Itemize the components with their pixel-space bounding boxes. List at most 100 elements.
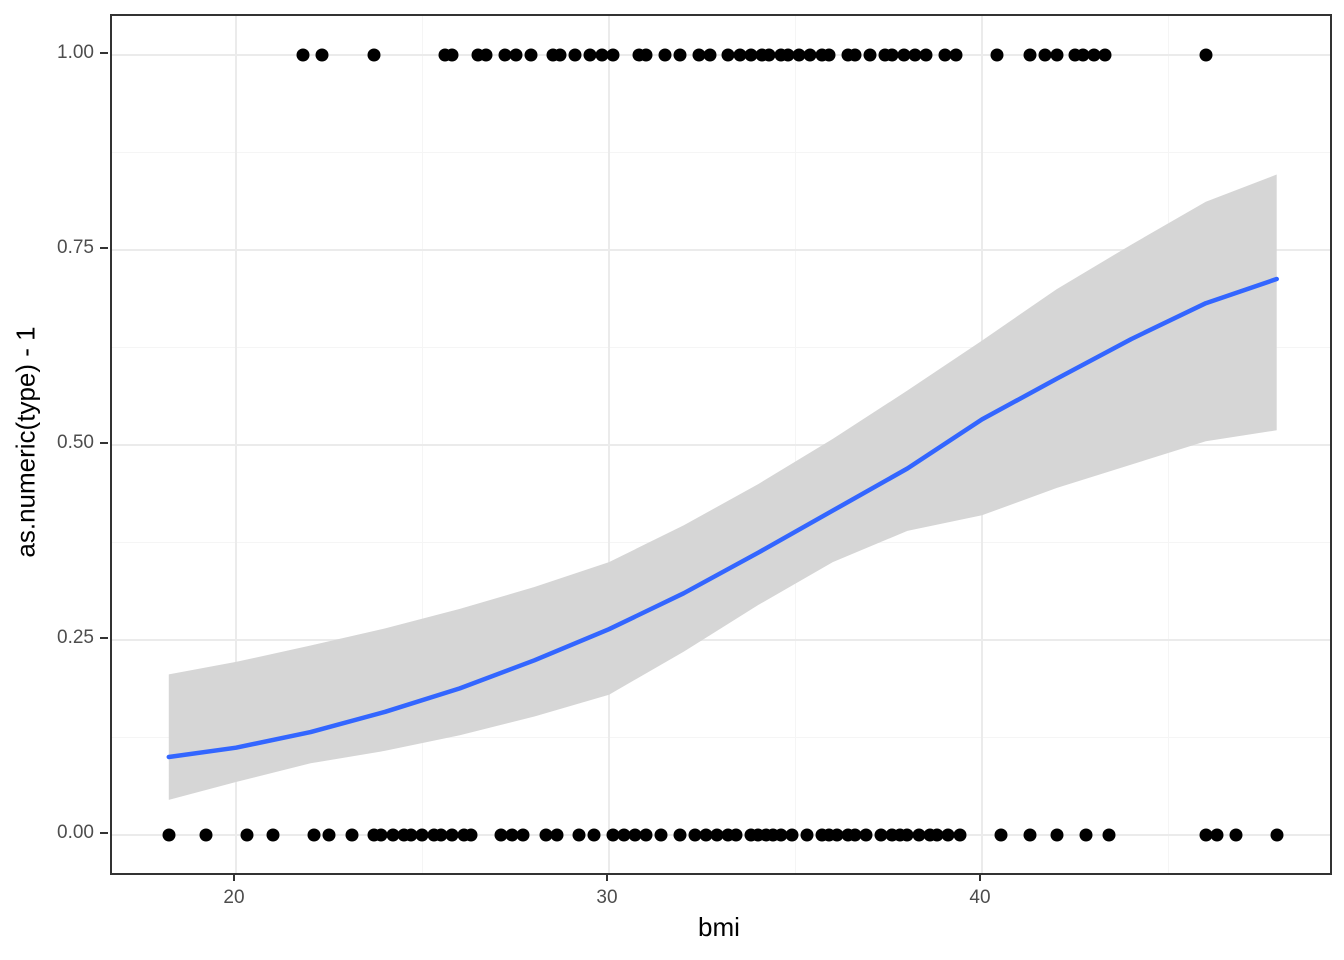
data-point [628,828,642,842]
data-point [1050,828,1064,842]
data-point [1079,828,1093,842]
data-point [1199,48,1213,62]
major-gridline-horizontal [112,444,1330,447]
data-point [703,48,717,62]
data-point [315,48,329,62]
data-point [1229,828,1243,842]
data-point [822,48,836,62]
y-tick-label: 0.50 [57,432,94,454]
data-point [733,48,747,62]
minor-gridline-horizontal [112,737,1330,739]
data-point [162,828,176,842]
x-axis-title: bmi [698,912,740,942]
data-point [639,828,653,842]
data-point [692,48,705,62]
data-point [699,828,713,842]
data-point [639,48,653,62]
data-point [498,48,512,62]
data-point [949,48,963,62]
y-tick-mark [100,637,108,640]
data-point [445,828,459,842]
data-point [919,48,933,62]
data-point [464,828,478,842]
data-point [673,48,687,62]
y-tick-mark [100,442,108,445]
data-point [1023,48,1037,62]
data-point [505,828,519,842]
data-point [494,828,508,842]
data-point [859,828,873,842]
y-tick-mark [100,247,108,250]
data-point [322,828,336,842]
data-point [296,48,310,62]
smooth-fit-line [166,276,1279,760]
data-point [781,48,795,62]
data-point [1210,828,1224,842]
confidence-band [168,174,1277,800]
data-point [744,48,758,62]
data-point [792,48,806,62]
major-gridline-horizontal [112,639,1330,642]
data-point [710,828,724,842]
x-tick-label: 20 [223,887,245,908]
data-point [803,48,817,62]
x-tick-mark [605,873,608,881]
data-point [572,828,586,842]
x-tick-label: 30 [596,887,618,908]
data-point [617,828,631,842]
plot-panel [110,14,1332,875]
y-tick-label: 0.75 [57,237,94,259]
data-point [990,48,1004,62]
data-point [848,48,862,62]
data-point [587,828,601,842]
data-point [941,828,955,842]
data-point [673,828,687,842]
data-point [240,828,254,842]
data-point [1087,48,1101,62]
x-tick-label: 40 [969,887,991,908]
data-point [479,48,493,62]
data-point [912,828,926,842]
data-point [516,828,530,842]
data-point [848,828,862,842]
minor-gridline-horizontal [112,347,1330,349]
data-point [539,828,553,842]
data-point [800,828,814,842]
data-point [595,48,609,62]
y-tick-label: 1.00 [57,42,94,64]
major-gridline-horizontal [112,249,1330,252]
smooth-layer [166,174,1279,800]
data-point [345,828,359,842]
data-point [688,828,702,842]
data-point [524,48,538,62]
data-point [415,828,429,842]
y-tick-mark [100,832,108,835]
data-point [1050,48,1064,62]
data-point [1038,48,1052,62]
data-point [874,828,888,842]
data-point [658,48,672,62]
data-point [367,48,381,62]
data-point [830,828,844,842]
data-point [386,828,400,842]
data-point [1076,48,1090,62]
data-point [938,48,952,62]
data-point [404,828,418,842]
data-point [199,828,213,842]
data-point [1098,48,1112,62]
data-point [434,828,448,842]
y-tick-mark [100,52,108,55]
data-point [374,828,388,842]
data-point [785,828,799,842]
data-point [654,828,668,842]
data-point [606,48,620,62]
data-point [445,48,459,62]
data-point [930,828,944,842]
major-gridline-horizontal [112,54,1330,57]
data-point [885,48,899,62]
data-point [1023,828,1037,842]
y-tick-label: 0.00 [57,822,94,844]
data-point [721,48,735,62]
data-point [908,48,922,62]
data-point [583,48,597,62]
